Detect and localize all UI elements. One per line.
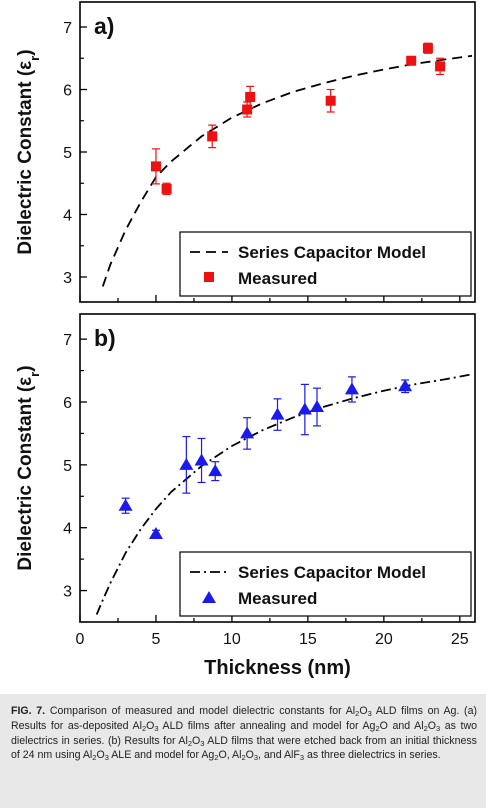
figure-caption: FIG. 7. Comparison of measured and model… (11, 704, 477, 763)
panel-a-data-point (242, 104, 253, 115)
panel-b-data-point (398, 379, 413, 392)
panel-b-legend-measured-swatch (202, 591, 216, 603)
figure: 3 4 5 6 7 Dielectric Constant (εr) a) Series Ca… (15, 1, 476, 679)
panel-b-legend (179, 551, 472, 617)
panel-a-legend-measured-swatch (204, 272, 214, 282)
panel-b-data-point (240, 426, 255, 439)
panel-b-x-tick-label: 20 (375, 631, 393, 648)
panel-a-data-point (325, 95, 336, 106)
panel-b-y-tick-label: 7 (63, 332, 72, 349)
caption-text: Comparison of measured and model dielect… (11, 705, 478, 763)
panel-b-y-axis-label: Dielectric Constant (εr) (15, 365, 42, 570)
panel-b-y-tick-label: 3 (63, 584, 72, 601)
panel-a-y-tick-label: 6 (63, 83, 72, 100)
panel-b-model-curve (95, 373, 473, 615)
panel-b-x-tick-label: 10 (223, 631, 241, 648)
panel-b-data-point (208, 464, 223, 477)
panel-b-y-tick-label: 5 (63, 458, 72, 475)
panel-a-y-tick-label: 3 (63, 270, 72, 287)
panel-b-legend-measured-label: Measured (238, 589, 317, 608)
panel-b-x-tick-label: 0 (76, 631, 85, 648)
panel-b-data-point (297, 402, 312, 415)
panel-a-y-tick-label: 5 (63, 145, 72, 162)
panel-b-panel-label: b) (94, 325, 116, 351)
caption-label: FIG. 7. (11, 705, 46, 717)
panel-a-data-point (150, 161, 161, 172)
panel-a-data-point (207, 131, 218, 142)
figure-caption-box: FIG. 7. Comparison of measured and model… (0, 694, 486, 808)
panel-b-x-tick-label: 25 (451, 631, 469, 648)
panel-a-y-tick-label: 7 (63, 20, 72, 37)
panel-a-data-point (245, 92, 256, 102)
panel-b-x-tick-label: 5 (152, 631, 161, 648)
panel-b-y-tick-label: 6 (63, 395, 72, 412)
panel-b-data-point (194, 453, 209, 466)
panel-b-chart: 0 5 10 15 20 25 Thickness (nm) 3 4 5 6 7 Dielectric … (15, 313, 476, 679)
panel-b-plot-frame (79, 313, 476, 623)
panel-b-data-point (270, 407, 285, 420)
panel-a-y-tick-label: 4 (63, 208, 72, 225)
panel-b-legend-model-label: Series Capacitor Model (238, 563, 426, 582)
panel-b-data-point (179, 457, 194, 470)
panel-a-chart: 3 4 5 6 7 Dielectric Constant (εr) a) Series Ca… (15, 1, 476, 303)
panel-a-data-point (406, 55, 417, 66)
panel-b-x-tick-label: 15 (299, 631, 317, 648)
panel-a-data-point (422, 43, 433, 54)
panel-b-x-axis-label: Thickness (nm) (204, 657, 351, 679)
panel-a-data-point (435, 61, 446, 72)
panel-a-y-axis-label: Dielectric Constant (εr) (15, 49, 42, 254)
panel-b-data-point (310, 400, 324, 413)
panel-a-legend-model-label: Series Capacitor Model (238, 243, 426, 262)
panel-b-data-point (118, 498, 133, 511)
panel-b-data-point (344, 382, 359, 395)
panel-a-panel-label: a) (94, 13, 114, 39)
panel-a-data-point (161, 183, 172, 194)
panel-b-y-tick-label: 4 (63, 521, 72, 538)
panel-a-legend (179, 231, 472, 297)
panel-b-data-point (148, 527, 163, 539)
panel-a-legend-measured-label: Measured (238, 269, 317, 288)
